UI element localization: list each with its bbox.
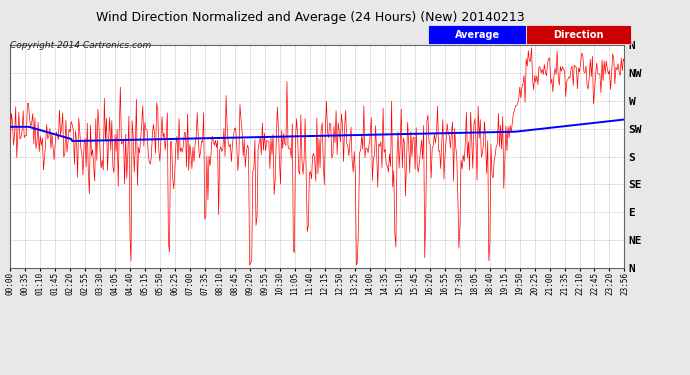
Text: Average: Average — [455, 30, 500, 39]
Text: Copyright 2014 Cartronics.com: Copyright 2014 Cartronics.com — [10, 41, 152, 50]
Text: Direction: Direction — [553, 30, 604, 39]
FancyBboxPatch shape — [526, 25, 631, 44]
Text: Wind Direction Normalized and Average (24 Hours) (New) 20140213: Wind Direction Normalized and Average (2… — [96, 11, 525, 24]
FancyBboxPatch shape — [428, 25, 526, 44]
